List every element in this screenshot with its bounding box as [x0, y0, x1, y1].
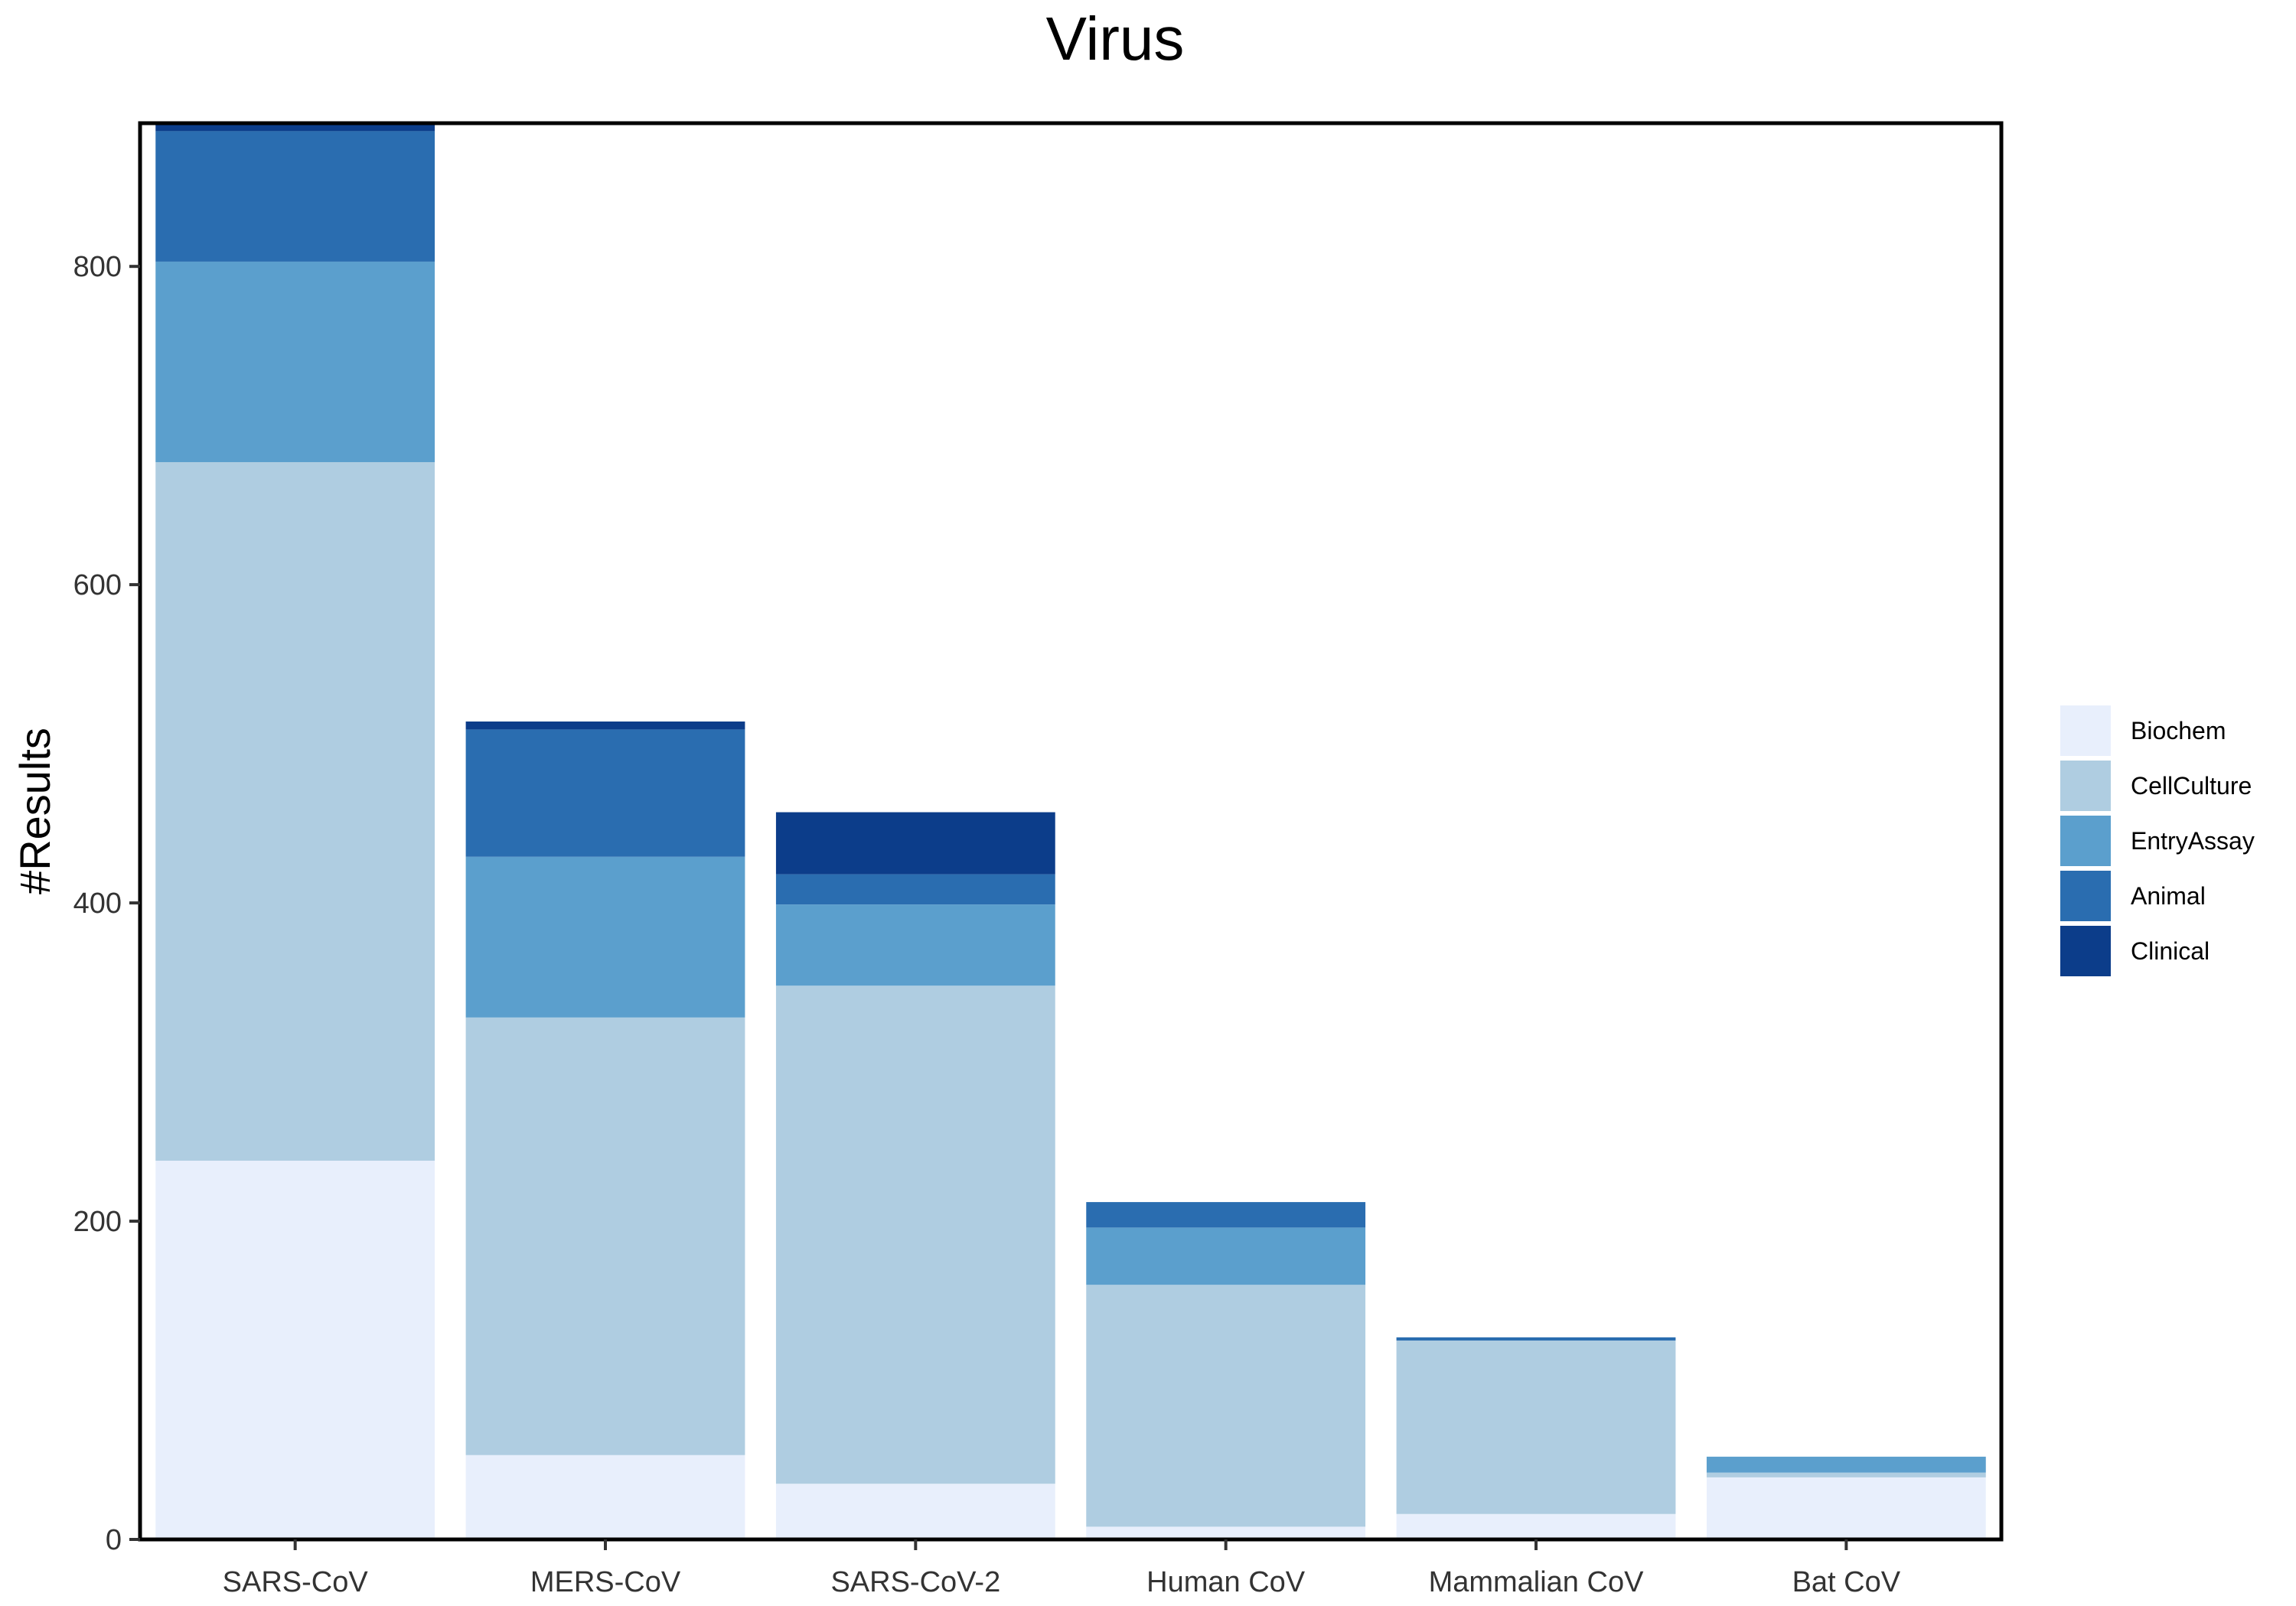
bar-human-cov-entryassay [1086, 1227, 1366, 1285]
y-tick-label: 400 [73, 888, 122, 920]
legend-key-cellculture [2060, 761, 2111, 811]
chart-title: Virus [1046, 5, 1185, 73]
bar-sars-cov-2-entryassay [775, 904, 1055, 986]
legend-key-clinical [2060, 926, 2111, 976]
legend-label-cellculture: CellCulture [2131, 772, 2252, 800]
x-tick-label: Mammalian CoV [1429, 1566, 1645, 1598]
bar-mammalian-cov-biochem [1396, 1513, 1676, 1539]
bar-sars-cov-animal [155, 131, 435, 262]
y-tick-label: 0 [106, 1524, 122, 1556]
x-tick-label: MERS-CoV [530, 1566, 681, 1598]
bar-sars-cov-cellculture [155, 461, 435, 1161]
bar-mers-cov-cellculture [465, 1017, 745, 1455]
legend-label-entryassay: EntryAssay [2131, 827, 2255, 855]
legend-key-entryassay [2060, 816, 2111, 866]
bars-group [155, 123, 1986, 1539]
bar-mers-cov-animal [465, 729, 745, 857]
bar-bat-cov-entryassay [1706, 1456, 1986, 1473]
legend-label-biochem: Biochem [2131, 717, 2226, 744]
bar-sars-cov-entryassay [155, 261, 435, 462]
legend: Biochem CellCulture EntryAssay Animal Clinic… [2060, 705, 2255, 976]
y-tick-label: 600 [73, 569, 122, 601]
x-tick-label: SARS-CoV [223, 1566, 369, 1598]
bar-sars-cov-2-biochem [775, 1484, 1055, 1539]
bar-sars-cov-2-cellculture [775, 985, 1055, 1484]
axes-group: 0 200 400 600 800 SARS-CoV MERS-CoV SARS-CoV-2 H… [73, 121, 2004, 1598]
y-tick-label: 800 [73, 251, 122, 283]
legend-label-clinical: Clinical [2131, 937, 2210, 965]
plot-frame [138, 121, 2004, 1542]
x-tick-label: SARS-CoV-2 [830, 1566, 1000, 1598]
bar-human-cov-animal [1086, 1202, 1366, 1228]
bar-mers-cov-entryassay [465, 856, 745, 1018]
y-tick-label: 200 [73, 1206, 122, 1238]
legend-label-animal: Animal [2131, 882, 2206, 910]
bar-human-cov-biochem [1086, 1526, 1366, 1539]
bar-mers-cov-clinical [465, 722, 745, 730]
bar-bat-cov-cellculture [1706, 1472, 1986, 1477]
bar-sars-cov-clinical [155, 123, 435, 132]
legend-key-animal [2060, 871, 2111, 921]
bar-human-cov-cellculture [1086, 1285, 1366, 1527]
bar-sars-cov-2-animal [775, 874, 1055, 905]
y-axis-label: #Results [11, 728, 59, 894]
bar-mers-cov-biochem [465, 1455, 745, 1539]
legend-key-biochem [2060, 705, 2111, 756]
x-tick-label: Human CoV [1146, 1566, 1306, 1598]
bar-mammalian-cov-cellculture [1396, 1341, 1676, 1514]
x-tick-label: Bat CoV [1792, 1566, 1901, 1598]
bar-sars-cov-2-clinical [775, 812, 1055, 875]
bar-mammalian-cov-animal [1396, 1337, 1676, 1341]
bar-sars-cov-biochem [155, 1161, 435, 1539]
bar-bat-cov-biochem [1706, 1477, 1986, 1539]
